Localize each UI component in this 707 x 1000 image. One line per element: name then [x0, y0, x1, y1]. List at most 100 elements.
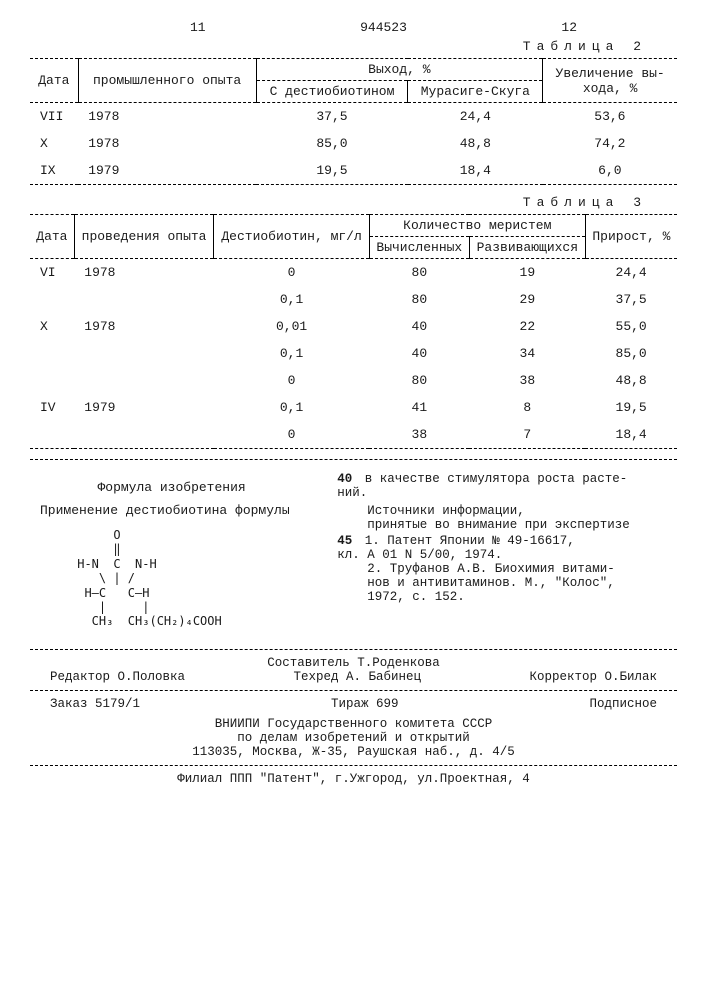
table-row: X19780,01402255,0	[30, 313, 677, 340]
cell-dev: 8	[469, 394, 585, 421]
cell-month	[30, 421, 74, 449]
t3-h-date: Дата	[30, 215, 74, 259]
techred: Техред А. Бабинец	[293, 670, 421, 684]
table-2: Дата промышленного опыта Выход, % Увелич…	[30, 58, 677, 185]
t2-h-dest: С дестиобиотином	[256, 81, 408, 103]
composer: Составитель Т.Роденкова	[30, 656, 677, 670]
doc-number: 944523	[360, 20, 407, 35]
cell-dest: 37,5	[256, 103, 408, 131]
cell-dest: 0,1	[214, 340, 369, 367]
corrector: Корректор О.Билак	[529, 670, 657, 684]
ref-2: 2. Труфанов А.В. Биохимия витами- нов и …	[367, 562, 677, 604]
cell-dest: 0	[214, 259, 369, 287]
line-45: 45	[337, 534, 357, 548]
t2-h-ms: Мурасиге-Скуга	[408, 81, 543, 103]
table-row: VII197837,524,453,6	[30, 103, 677, 131]
cell-calc: 80	[369, 286, 469, 313]
cell-month: IV	[30, 394, 74, 421]
cell-year	[74, 340, 214, 367]
footer: Составитель Т.Роденкова Редактор О.Полов…	[30, 649, 677, 786]
table-row: 0,1403485,0	[30, 340, 677, 367]
line-40: 40	[337, 472, 357, 486]
cell-ms: 48,8	[408, 130, 543, 157]
formula-column: Формула изобретения Применение дестиобио…	[30, 472, 313, 629]
cell-year	[74, 367, 214, 394]
references-column: 40 в качестве стимулятора роста расте- н…	[337, 472, 677, 629]
cell-inc: 53,6	[543, 103, 677, 131]
branch: Филиал ППП "Патент", г.Ужгород, ул.Проек…	[30, 772, 677, 786]
page-header: 11 944523 12	[30, 20, 677, 35]
t3-h-mer: Количество меристем	[369, 215, 585, 237]
cell-ms: 18,4	[408, 157, 543, 185]
cell-dest: 0	[214, 421, 369, 449]
cell-dest: 0,01	[214, 313, 369, 340]
ref-1: 1. Патент Японии № 49-16617, кл. A 01 N …	[337, 534, 575, 562]
cell-calc: 41	[369, 394, 469, 421]
cell-month: VII	[30, 103, 78, 131]
cell-dev: 22	[469, 313, 585, 340]
cell-year	[74, 286, 214, 313]
t2-h-exp: промышленного опыта	[78, 59, 256, 103]
table2-title: Таблица 2	[30, 39, 647, 54]
cell-dest: 0	[214, 367, 369, 394]
cell-ms: 24,4	[408, 103, 543, 131]
text-section: Формула изобретения Применение дестиобио…	[30, 472, 677, 629]
cell-month	[30, 367, 74, 394]
table-row: IV19790,141819,5	[30, 394, 677, 421]
cell-year	[74, 421, 214, 449]
editor: Редактор О.Половка	[50, 670, 185, 684]
formula-sub: Применение дестиобиотина формулы	[40, 503, 313, 518]
cell-grow: 85,0	[585, 340, 677, 367]
sources-heading: Источники информации, принятые во вниман…	[367, 504, 677, 532]
cell-calc: 80	[369, 367, 469, 394]
cell-dev: 19	[469, 259, 585, 287]
cell-year: 1979	[78, 157, 256, 185]
cell-calc: 40	[369, 340, 469, 367]
t3-h-calc: Вычисленных	[369, 237, 469, 259]
cell-grow: 37,5	[585, 286, 677, 313]
subscr: Подписное	[589, 697, 657, 711]
table-row: X197885,048,874,2	[30, 130, 677, 157]
cell-grow: 18,4	[585, 421, 677, 449]
cell-dev: 29	[469, 286, 585, 313]
cell-grow: 19,5	[585, 394, 677, 421]
cell-dest: 0,1	[214, 286, 369, 313]
t2-h-inc: Увеличение вы- хода, %	[543, 59, 677, 103]
cell-dest: 85,0	[256, 130, 408, 157]
cell-inc: 6,0	[543, 157, 677, 185]
org-address: ВНИИПИ Государственного комитета СССР по…	[30, 717, 677, 759]
order-num: Заказ 5179/1	[50, 697, 140, 711]
cell-calc: 80	[369, 259, 469, 287]
cell-dev: 38	[469, 367, 585, 394]
t3-h-exp: проведения опыта	[74, 215, 214, 259]
formula-heading: Формула изобретения	[30, 480, 313, 495]
table-row: IX197919,518,46,0	[30, 157, 677, 185]
cell-dest: 0,1	[214, 394, 369, 421]
tirazh: Тираж 699	[331, 697, 399, 711]
cell-dev: 7	[469, 421, 585, 449]
cell-grow: 55,0	[585, 313, 677, 340]
t3-h-dev: Развивающихся	[469, 237, 585, 259]
cell-dest: 19,5	[256, 157, 408, 185]
table3-title: Таблица 3	[30, 195, 647, 210]
cell-year: 1978	[78, 130, 256, 157]
page-left-num: 11	[190, 20, 206, 35]
cell-month	[30, 286, 74, 313]
table-row: VI19780801924,4	[30, 259, 677, 287]
cell-calc: 38	[369, 421, 469, 449]
cell-month: X	[30, 313, 74, 340]
chemical-formula: O ‖ H-N C N-H \ | / H—C C—H | | CH₃ CH₃(…	[30, 528, 313, 629]
cell-calc: 40	[369, 313, 469, 340]
cell-grow: 48,8	[585, 367, 677, 394]
cell-dev: 34	[469, 340, 585, 367]
stim-text: в качестве стимулятора роста расте- ний.	[337, 472, 627, 500]
table-row: 0803848,8	[30, 367, 677, 394]
cell-grow: 24,4	[585, 259, 677, 287]
t3-h-grow: Прирост, %	[585, 215, 677, 259]
cell-inc: 74,2	[543, 130, 677, 157]
table-row: 0,1802937,5	[30, 286, 677, 313]
cell-year: 1978	[74, 259, 214, 287]
cell-month	[30, 340, 74, 367]
cell-month: VI	[30, 259, 74, 287]
cell-year: 1979	[74, 394, 214, 421]
